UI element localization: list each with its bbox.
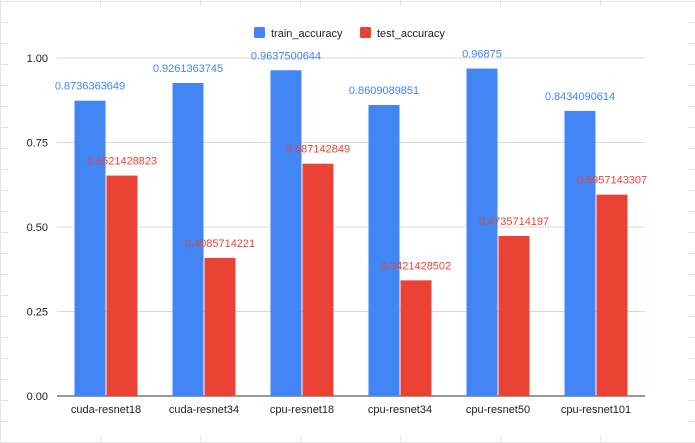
data-label: 0.8434090614	[545, 91, 615, 103]
bar-test-accuracy	[204, 257, 236, 396]
bar-chart: 0.00 0.25 0.50 0.75 1.00 0.8736363649 0.65214…	[27, 27, 647, 416]
bar-test-accuracy	[106, 175, 138, 396]
bar-train-accuracy	[270, 70, 302, 397]
legend: train_accuracy test_accuracy	[254, 27, 445, 40]
y-tick-label: 0.50	[27, 222, 48, 234]
data-label: 0.5957143307	[577, 175, 647, 187]
data-label: 0.96875	[462, 49, 502, 61]
data-label: 0.4085714221	[185, 238, 255, 250]
y-tick-label: 1.00	[27, 53, 48, 65]
bar-train-accuracy	[466, 68, 498, 396]
y-tick-label: 0.75	[27, 138, 48, 150]
data-label: 0.8609089851	[349, 85, 419, 97]
bar-train-accuracy	[564, 110, 596, 396]
x-tick-label: cuda-resnet18	[71, 404, 141, 416]
data-label: 0.3421428502	[381, 260, 451, 272]
bar-test-accuracy	[596, 194, 628, 396]
y-tick-label: 0.25	[27, 307, 48, 319]
data-label: 0.4735714197	[479, 216, 549, 228]
data-label: 0.6521428823	[87, 156, 157, 168]
bar-train-accuracy	[368, 105, 400, 397]
bar-train-accuracy	[172, 82, 204, 396]
x-tick-label: cpu-resnet18	[270, 404, 334, 416]
x-tick-label: cpu-resnet101	[561, 404, 631, 416]
bar-test-accuracy	[498, 235, 530, 396]
data-label: 0.8736363649	[55, 81, 125, 93]
data-labels: 0.8736363649 0.6521428823 0.9261363745 0.40…	[55, 49, 647, 273]
bars	[74, 68, 628, 397]
chart-card: 0.00 0.25 0.50 0.75 1.00 0.8736363649 0.65214…	[8, 6, 688, 436]
y-tick-label: 0.00	[27, 391, 48, 403]
data-label: 0.9261363745	[153, 63, 223, 75]
data-label: 0.9637500644	[251, 50, 321, 62]
legend-swatch	[254, 27, 265, 38]
x-tick-label: cuda-resnet34	[169, 404, 239, 416]
legend-label: test_accuracy	[377, 28, 445, 40]
legend-label: train_accuracy	[271, 28, 343, 40]
x-axis: cuda-resnet18 cuda-resnet34 cpu-resnet18 cp…	[71, 404, 631, 416]
y-axis: 0.00 0.25 0.50 0.75 1.00	[27, 53, 48, 403]
bar-train-accuracy	[74, 100, 106, 396]
x-tick-label: cpu-resnet50	[466, 404, 530, 416]
bar-test-accuracy	[302, 163, 334, 396]
gridlines	[57, 57, 645, 397]
data-label: 0.687142849	[286, 144, 350, 156]
bar-test-accuracy	[400, 280, 432, 396]
x-tick-label: cpu-resnet34	[368, 404, 432, 416]
legend-swatch	[360, 27, 371, 38]
